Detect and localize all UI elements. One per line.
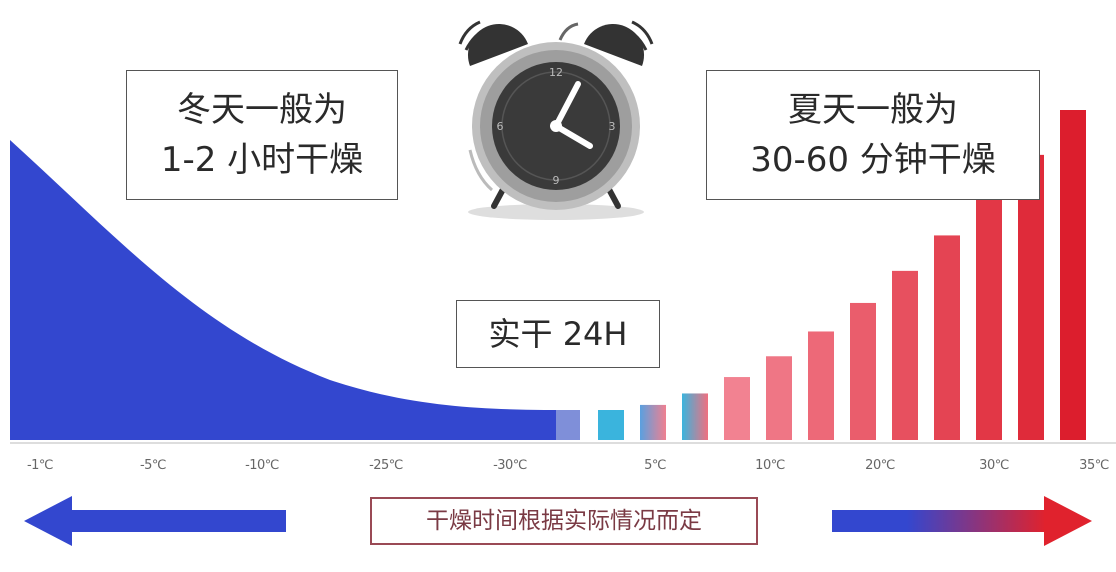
tick-label: -25℃ bbox=[369, 458, 403, 473]
hot-bar bbox=[808, 331, 834, 440]
svg-text:9: 9 bbox=[553, 174, 560, 187]
hot-bar bbox=[766, 356, 792, 440]
tick-label: 35℃ bbox=[1079, 458, 1109, 473]
hot-bar bbox=[976, 196, 1002, 440]
tick-label: -30℃ bbox=[493, 458, 527, 473]
hot-bar bbox=[934, 235, 960, 440]
tick-label: -1℃ bbox=[26, 458, 54, 473]
winter-line2: 1-2 小时干燥 bbox=[160, 140, 364, 180]
drying-time-note: 干燥时间根据实际情况而定 bbox=[370, 497, 758, 545]
hot-bar bbox=[724, 377, 750, 440]
hot-bar bbox=[850, 302, 876, 440]
svg-text:6: 6 bbox=[497, 120, 504, 133]
hot-bar bbox=[640, 404, 666, 440]
summer-line2: 30-60 分钟干燥 bbox=[750, 140, 996, 180]
tick-label: 5℃ bbox=[644, 458, 666, 473]
summer-drying-label: 夏天一般为 30-60 分钟干燥 bbox=[706, 70, 1040, 200]
svg-text:12: 12 bbox=[549, 66, 563, 79]
hot-bar bbox=[892, 270, 918, 440]
full-dry-text: 实干 24H bbox=[488, 315, 628, 353]
tick-label: -5℃ bbox=[139, 458, 167, 473]
arrow-left-icon bbox=[24, 496, 286, 546]
alarm-clock-icon: 12 3 9 6 bbox=[458, 20, 654, 220]
hot-bar bbox=[598, 410, 624, 440]
hot-bars bbox=[598, 110, 1086, 440]
hot-bar bbox=[682, 393, 708, 440]
winter-line1: 冬天一般为 bbox=[177, 90, 347, 130]
tick-label: -10℃ bbox=[245, 458, 279, 473]
svg-text:3: 3 bbox=[609, 120, 616, 133]
tick-label: 20℃ bbox=[865, 458, 895, 473]
summer-line1: 夏天一般为 bbox=[788, 90, 958, 130]
hot-bar bbox=[1060, 110, 1086, 440]
full-dry-label: 实干 24H bbox=[456, 300, 660, 368]
hot-bar bbox=[1018, 154, 1044, 440]
winter-drying-label: 冬天一般为 1-2 小时干燥 bbox=[126, 70, 398, 200]
tick-label: 10℃ bbox=[755, 458, 785, 473]
transition-block bbox=[556, 410, 580, 440]
arrow-right-icon bbox=[832, 496, 1092, 546]
tick-label: 30℃ bbox=[979, 458, 1009, 473]
cold-area bbox=[10, 140, 580, 440]
